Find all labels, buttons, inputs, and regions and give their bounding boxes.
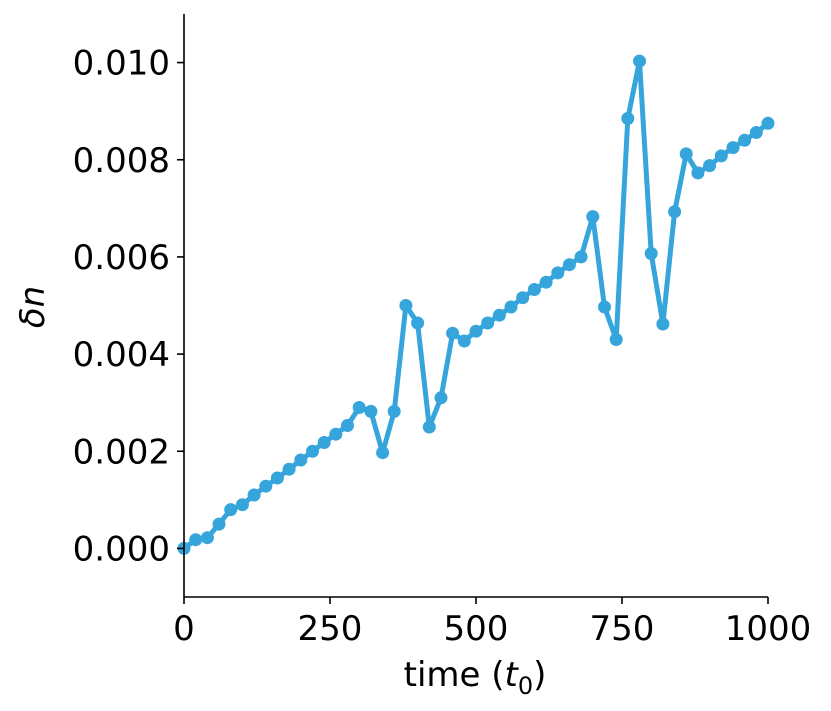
- y-tick-label: 0.002: [73, 432, 170, 472]
- data-point: [469, 324, 483, 338]
- data-point: [387, 404, 401, 418]
- y-axis-title: δn: [13, 286, 53, 328]
- data-point: [282, 462, 296, 476]
- x-tick-label: 1000: [725, 609, 812, 649]
- data-point: [726, 141, 740, 155]
- data-point: [586, 210, 600, 224]
- data-point: [224, 503, 238, 517]
- data-point: [656, 317, 670, 331]
- data-point: [376, 446, 390, 460]
- data-point: [633, 54, 646, 68]
- data-point: [294, 453, 308, 467]
- x-axis-title-variable: t: [505, 655, 520, 695]
- data-point: [714, 149, 728, 163]
- data-point: [457, 334, 471, 348]
- x-tick-label: 500: [444, 609, 509, 649]
- data-point: [212, 517, 226, 531]
- data-point: [399, 299, 413, 312]
- data-point: [679, 147, 693, 161]
- data-point: [749, 126, 763, 139]
- data-point: [317, 436, 331, 449]
- data-point: [492, 308, 506, 322]
- data-point: [446, 326, 460, 340]
- y-tick-label: 0.010: [73, 44, 170, 84]
- x-axis-title-close: ): [533, 655, 546, 695]
- data-point: [598, 300, 611, 314]
- y-tick-label: 0.000: [73, 529, 170, 569]
- data-point: [411, 316, 425, 330]
- data-point: [270, 471, 284, 485]
- axes: [183, 14, 768, 598]
- data-point: [562, 258, 576, 272]
- data-point: [527, 283, 541, 296]
- data-point: [504, 300, 518, 314]
- x-ticks: 0 250 500 750 1000: [173, 597, 811, 649]
- data-point: [516, 291, 530, 305]
- data-point: [364, 404, 378, 418]
- data-point: [341, 419, 354, 432]
- series-layer: [177, 54, 775, 555]
- data-point: [306, 444, 319, 458]
- data-point: [609, 333, 623, 346]
- data-point: [422, 420, 436, 434]
- data-point: [539, 275, 553, 289]
- data-point: [235, 498, 249, 512]
- y-ticks: 0.000 0.002 0.004 0.006 0.008 0.010: [73, 44, 184, 569]
- data-point: [200, 531, 214, 545]
- data-point: [703, 159, 717, 173]
- y-tick-label: 0.006: [73, 238, 170, 278]
- data-point: [189, 533, 203, 547]
- x-tick-label: 750: [590, 609, 655, 649]
- data-point: [644, 247, 658, 260]
- data-point: [481, 316, 495, 330]
- data-point: [621, 112, 635, 125]
- y-tick-label: 0.004: [73, 335, 170, 375]
- data-point: [329, 427, 343, 441]
- data-point: [551, 266, 565, 280]
- data-point: [668, 205, 682, 219]
- x-axis-title-subscript: 0: [518, 672, 533, 700]
- x-axis-title-main: time (: [404, 655, 505, 695]
- data-point: [247, 488, 261, 502]
- x-tick-label: 250: [298, 609, 363, 649]
- data-point: [259, 479, 273, 493]
- data-point: [761, 116, 775, 130]
- data-point: [352, 401, 366, 414]
- data-point: [434, 391, 448, 405]
- x-tick-label: 0: [173, 609, 195, 649]
- data-point: [574, 250, 588, 264]
- data-point: [738, 133, 752, 147]
- y-tick-label: 0.008: [73, 141, 170, 181]
- data-point: [691, 166, 705, 180]
- x-axis-title: time (t0): [404, 655, 547, 700]
